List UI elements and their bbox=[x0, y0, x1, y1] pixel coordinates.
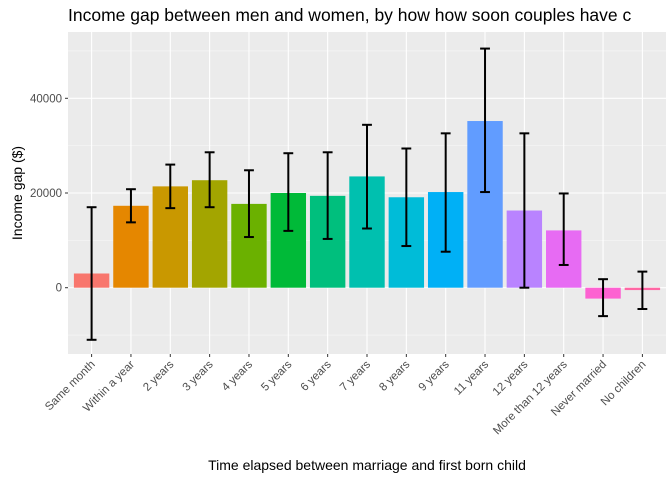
error-bar bbox=[86, 206, 97, 341]
x-tick-label: More than 12 years bbox=[491, 358, 570, 437]
error-bar bbox=[322, 151, 333, 240]
x-tick-label: 4 years bbox=[220, 358, 255, 393]
error-bar bbox=[519, 132, 530, 289]
error-bar bbox=[598, 278, 608, 318]
x-tick-label: 11 years bbox=[452, 358, 491, 397]
y-axis-ticks: 0 20000 40000 bbox=[30, 93, 68, 295]
x-tick-label: 12 years bbox=[491, 358, 531, 398]
y-tick-label: 20000 bbox=[30, 188, 62, 200]
x-tick-label: 6 years bbox=[299, 358, 334, 393]
error-bar bbox=[362, 123, 372, 230]
error-bar bbox=[204, 151, 215, 209]
error-bar bbox=[480, 47, 490, 194]
x-tick-label: 2 years bbox=[141, 358, 176, 393]
error-bar bbox=[637, 270, 648, 311]
x-tick-label: 5 years bbox=[259, 358, 294, 393]
error-bar bbox=[558, 192, 569, 266]
bars bbox=[73, 121, 661, 299]
x-axis-title: Time elapsed between marriage and first … bbox=[208, 457, 526, 473]
error-bar bbox=[283, 152, 294, 232]
error-bar bbox=[165, 163, 176, 210]
x-tick-label: 9 years bbox=[417, 358, 452, 393]
y-tick-label: 40000 bbox=[30, 93, 62, 105]
x-tick-label: 8 years bbox=[377, 358, 412, 393]
chart-title: Income gap between men and women, by how… bbox=[68, 5, 632, 25]
x-tick-label: 7 years bbox=[338, 358, 373, 393]
y-axis-title: Income gap ($) bbox=[9, 146, 25, 240]
error-bar bbox=[440, 132, 451, 253]
error-bar bbox=[126, 188, 136, 224]
y-tick-label: 0 bbox=[56, 283, 62, 295]
x-tick-label: 3 years bbox=[181, 358, 216, 393]
error-bars bbox=[86, 47, 648, 341]
error-bar bbox=[401, 147, 412, 248]
error-bar bbox=[244, 169, 254, 239]
